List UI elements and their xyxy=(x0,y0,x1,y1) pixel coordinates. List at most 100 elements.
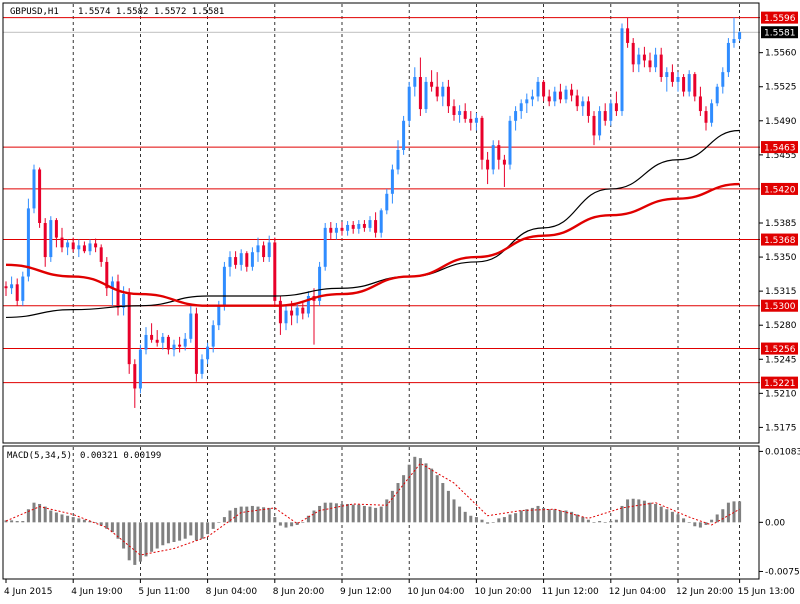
macd-bar xyxy=(665,509,669,523)
candle-body xyxy=(357,223,361,229)
candle xyxy=(15,278,19,306)
axis-tick-label: 1.5490 xyxy=(765,117,797,127)
candle xyxy=(262,241,266,262)
candle xyxy=(206,342,210,365)
candle-body xyxy=(234,257,238,265)
candle-body xyxy=(49,220,53,258)
macd-bar xyxy=(458,506,462,523)
candle-body xyxy=(116,281,120,308)
macd-bar xyxy=(66,515,70,523)
candle xyxy=(463,103,467,123)
candle-body xyxy=(710,103,714,123)
candle-body xyxy=(497,145,501,160)
candle-body xyxy=(581,101,585,107)
macd-bar xyxy=(558,510,562,523)
candle xyxy=(586,96,590,123)
price-level-box xyxy=(761,182,798,195)
candle-body xyxy=(318,266,322,301)
candle xyxy=(155,330,159,347)
candle xyxy=(693,72,697,102)
macd-bar xyxy=(670,511,674,523)
candlesticks xyxy=(4,17,742,408)
candle xyxy=(402,115,406,155)
candle xyxy=(385,188,389,215)
macd-bar xyxy=(166,522,170,544)
candle-body xyxy=(424,81,428,110)
time-tick-label: 8 Jun 20:00 xyxy=(273,587,325,597)
candle-body xyxy=(138,349,142,389)
macd-bar xyxy=(715,514,719,523)
macd-bar xyxy=(32,502,36,523)
macd-bar xyxy=(648,502,652,523)
macd-bar xyxy=(407,464,411,523)
macd-axis-tick-label: 0.01083 xyxy=(765,447,800,457)
macd-bar xyxy=(222,517,226,523)
candle xyxy=(340,222,344,236)
macd-bar xyxy=(4,520,8,523)
candle xyxy=(239,249,243,271)
candle xyxy=(698,86,702,116)
candle xyxy=(435,72,439,102)
candle xyxy=(642,46,646,68)
candle-body xyxy=(519,103,523,112)
candle xyxy=(189,305,193,343)
candle xyxy=(306,291,310,318)
candle xyxy=(654,47,658,73)
candle-body xyxy=(514,111,518,121)
macd-bar xyxy=(536,505,540,523)
macd-bar xyxy=(598,521,602,523)
candle-body xyxy=(458,111,462,115)
candle xyxy=(446,79,450,114)
current-price-box xyxy=(761,26,798,39)
macd-bar xyxy=(514,513,518,523)
candle xyxy=(54,218,58,248)
macd-bar xyxy=(553,509,557,523)
candle xyxy=(536,77,540,102)
candle-body xyxy=(222,266,226,306)
macd-bar xyxy=(49,510,53,523)
macd-bar xyxy=(122,522,126,549)
candle xyxy=(295,303,299,324)
candle xyxy=(592,111,596,146)
macd-axis-tick-label: 0.00 xyxy=(765,518,785,528)
macd-bar xyxy=(519,510,523,523)
macd-bar xyxy=(614,519,618,523)
candle xyxy=(530,89,534,107)
candle-body xyxy=(161,336,165,343)
ma-slow-line xyxy=(5,182,740,307)
time-tick-label: 10 Jun 04:00 xyxy=(407,587,464,597)
candle xyxy=(60,227,64,253)
candle xyxy=(374,212,378,238)
current-price-label: 1.5581 xyxy=(764,29,796,39)
candle-body xyxy=(21,276,25,301)
candle xyxy=(222,261,226,311)
macd-bar xyxy=(631,498,635,523)
candle xyxy=(659,47,663,82)
macd-bar xyxy=(637,499,641,523)
candle xyxy=(21,271,25,306)
candle-body xyxy=(77,245,81,250)
candle xyxy=(323,223,327,271)
candle-body xyxy=(682,77,686,92)
candle-body xyxy=(144,334,148,350)
macd-bar xyxy=(682,518,686,523)
axis-tick-label: 1.5560 xyxy=(765,49,797,59)
candle-body xyxy=(413,77,417,87)
candle xyxy=(508,115,512,170)
macd-bar xyxy=(726,502,730,523)
candle-body xyxy=(693,74,697,97)
candle-body xyxy=(670,72,674,82)
candle xyxy=(32,164,36,214)
candle xyxy=(575,89,579,112)
macd-bar xyxy=(693,522,697,527)
candle-body xyxy=(32,169,36,209)
macd-bar xyxy=(642,500,646,523)
candle xyxy=(430,70,434,92)
macd-bar xyxy=(43,506,47,523)
candle xyxy=(525,93,529,114)
candle xyxy=(301,300,305,320)
macd-bar xyxy=(721,509,725,523)
candle xyxy=(71,237,75,253)
macd-bar xyxy=(603,522,607,523)
macd-bar xyxy=(94,522,98,523)
